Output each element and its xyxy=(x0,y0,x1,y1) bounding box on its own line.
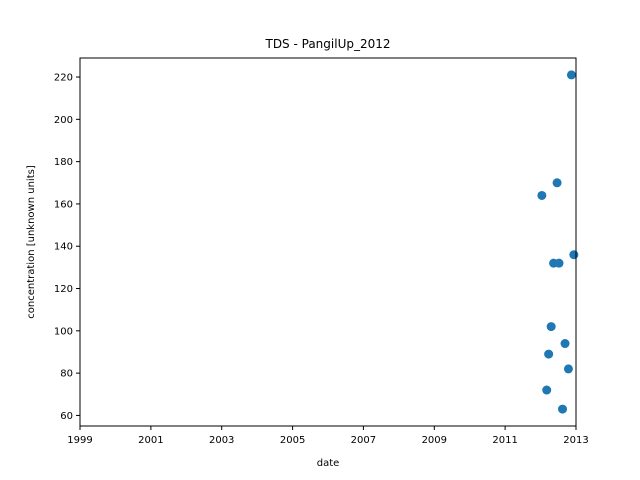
plot-frame xyxy=(79,57,577,427)
data-point xyxy=(544,349,554,359)
y-axis-label: concentration [unknown units] xyxy=(26,165,37,319)
x-tick-label: 2005 xyxy=(280,435,305,446)
data-point xyxy=(552,178,562,188)
x-tick-label: 2007 xyxy=(351,435,376,446)
data-point xyxy=(563,364,573,374)
chart-title: TDS - PangilUp_2012 xyxy=(264,37,390,51)
x-tick-label: 2011 xyxy=(492,435,517,446)
y-tick-label: 80 xyxy=(60,369,73,380)
y-tick-label: 200 xyxy=(54,115,73,126)
y-tick-label: 140 xyxy=(54,242,73,253)
x-tick-label: 1999 xyxy=(67,435,92,446)
data-point xyxy=(569,250,579,260)
x-tick-label: 2001 xyxy=(138,435,163,446)
data-point xyxy=(542,385,552,395)
data-points xyxy=(537,70,579,414)
y-tick-label: 60 xyxy=(60,411,73,422)
y-tick-label: 180 xyxy=(54,157,73,168)
x-tick-label: 2003 xyxy=(209,435,234,446)
data-point xyxy=(546,322,556,332)
data-point xyxy=(537,190,547,200)
y-tick-label: 160 xyxy=(54,199,73,210)
y-tick-label: 100 xyxy=(54,326,73,337)
x-tick-label: 2009 xyxy=(422,435,447,446)
data-point xyxy=(566,70,576,80)
x-tick-label: 2013 xyxy=(563,435,588,446)
data-point xyxy=(558,404,568,414)
y-axis-ticks: 60 80 100 120 140 160 180 200 220 xyxy=(54,73,80,422)
data-point xyxy=(554,258,564,268)
data-point xyxy=(560,339,570,349)
y-tick-label: 120 xyxy=(54,284,73,295)
x-axis-label: date xyxy=(317,458,340,469)
x-axis-ticks: 1999 2001 2003 2005 2007 2009 2011 2013 xyxy=(67,426,589,446)
y-tick-label: 220 xyxy=(54,73,73,84)
